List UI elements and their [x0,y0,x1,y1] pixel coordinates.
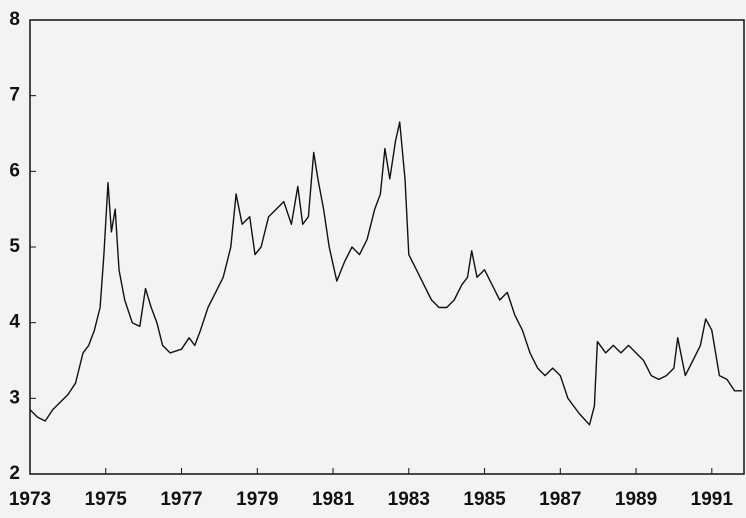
x-tick-label: 1975 [85,489,128,510]
y-tick-label: 2 [9,463,20,484]
x-tick-label: 1989 [615,489,657,510]
x-tick-label: 1977 [160,489,202,510]
data-line [29,121,743,426]
plot-frame [29,19,745,475]
y-tick-label: 3 [9,387,20,408]
x-tick-label: 1981 [312,489,355,510]
x-tick-label: 1987 [539,489,581,510]
y-tick-label: 8 [9,9,20,30]
x-tick-label: 1983 [388,489,430,510]
y-tick-label: 4 [9,312,20,333]
x-tick-label: 1985 [463,489,506,510]
x-tick-label: 1991 [691,489,734,510]
y-tick-label: 5 [9,236,20,257]
y-tick-label: 7 [9,85,20,106]
y-tick-label: 6 [9,160,20,181]
x-tick-label: 1979 [236,489,278,510]
x-tick-label: 1973 [9,489,51,510]
